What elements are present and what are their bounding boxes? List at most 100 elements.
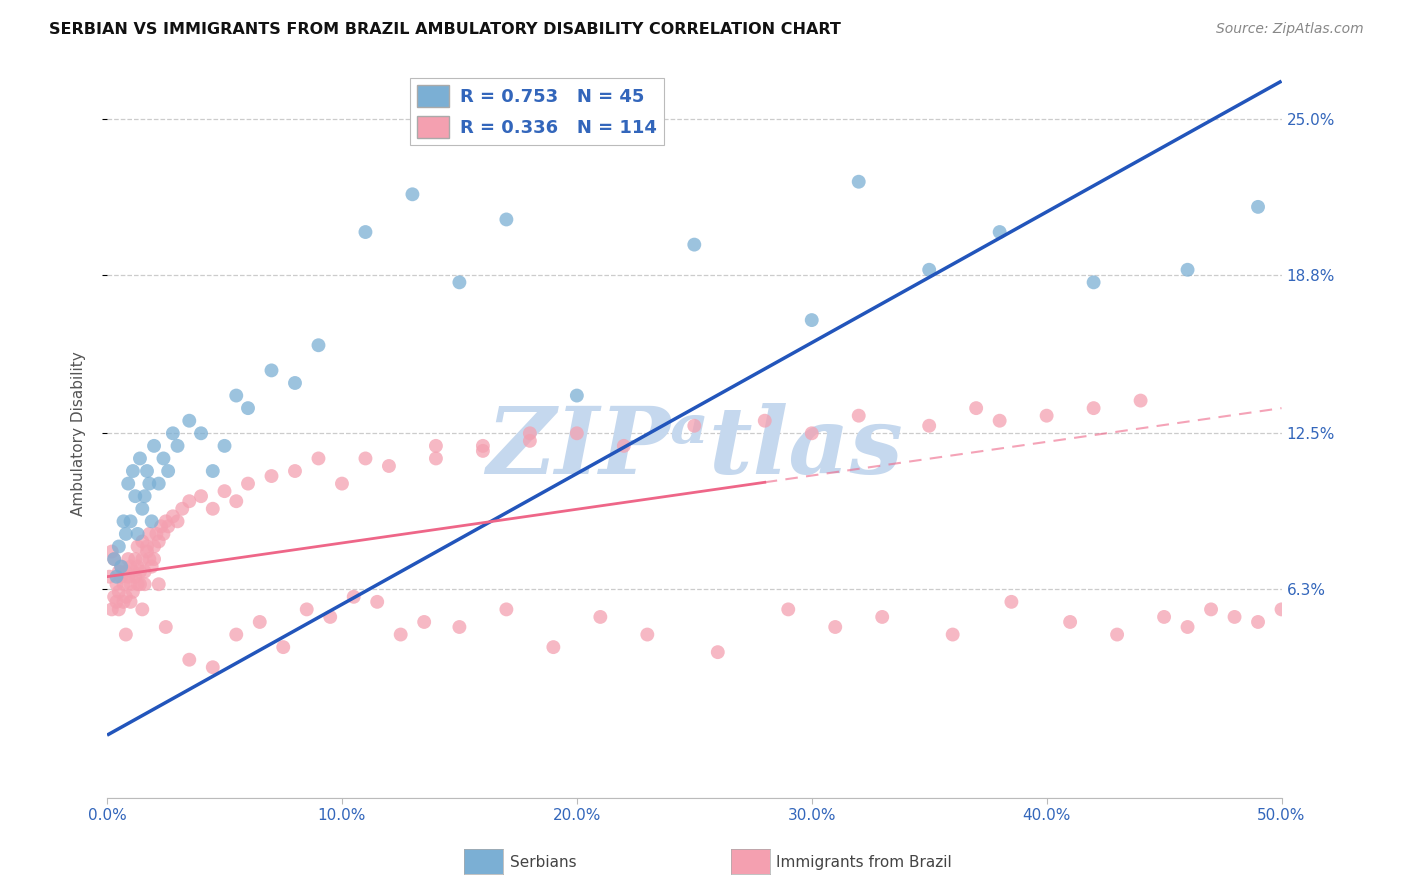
Point (260, 363, 283, 377)
Point (848, 175, 870, 189)
Point (284, 464, 307, 478)
Point (1223, 610, 1246, 624)
Point (683, 418, 706, 433)
Point (308, 338, 330, 352)
Point (683, 237, 706, 252)
Text: SERBIAN VS IMMIGRANTS FROM BRAZIL AMBULATORY DISABILITY CORRELATION CHART: SERBIAN VS IMMIGRANTS FROM BRAZIL AMBULA… (49, 22, 841, 37)
Point (145, 527, 167, 541)
Point (115, 590, 138, 604)
Point (122, 584, 145, 599)
Point (214, 484, 236, 499)
Point (166, 514, 188, 528)
Point (120, 577, 142, 591)
Point (179, 494, 201, 508)
Point (131, 602, 153, 616)
Point (162, 426, 184, 441)
Point (150, 519, 173, 533)
Point (225, 627, 247, 641)
Point (134, 565, 156, 579)
Point (148, 476, 170, 491)
Point (848, 409, 870, 423)
Point (284, 376, 307, 390)
Y-axis label: Ambulatory Disability: Ambulatory Disability (72, 351, 86, 516)
Point (1083, 276, 1105, 290)
Point (565, 388, 588, 402)
Point (127, 527, 149, 541)
Point (108, 565, 131, 579)
Point (800, 313, 823, 327)
Point (120, 514, 142, 528)
Point (1107, 627, 1129, 641)
Point (110, 570, 132, 584)
Point (172, 501, 194, 516)
Point (988, 414, 1011, 428)
Point (389, 627, 412, 641)
Point (108, 540, 131, 554)
Point (179, 653, 201, 667)
Point (1129, 393, 1152, 408)
Point (413, 615, 436, 629)
Point (108, 584, 131, 599)
Point (127, 540, 149, 554)
Point (449, 620, 471, 634)
Point (225, 388, 247, 402)
Point (1270, 602, 1292, 616)
Point (143, 439, 166, 453)
Point (166, 439, 188, 453)
Point (155, 620, 177, 634)
Point (1153, 610, 1175, 624)
Point (308, 451, 330, 466)
Point (143, 552, 166, 566)
Point (589, 610, 612, 624)
Point (1059, 615, 1081, 629)
Point (201, 464, 224, 478)
Point (1083, 401, 1105, 416)
Point (754, 414, 776, 428)
Point (124, 570, 146, 584)
Point (778, 602, 800, 616)
Point (295, 602, 318, 616)
Point (138, 476, 160, 491)
Point (366, 595, 388, 609)
Point (141, 514, 163, 528)
Point (988, 225, 1011, 239)
Legend: R = 0.753   N = 45, R = 0.336   N = 114: R = 0.753 N = 45, R = 0.336 N = 114 (409, 78, 665, 145)
Point (190, 489, 212, 503)
Point (105, 595, 128, 609)
Point (519, 434, 541, 448)
Point (131, 534, 153, 549)
Point (105, 577, 128, 591)
Point (1247, 615, 1270, 629)
Point (225, 494, 247, 508)
Point (201, 501, 224, 516)
Point (127, 577, 149, 591)
Point (100, 602, 122, 616)
Point (110, 559, 132, 574)
Point (471, 443, 494, 458)
Point (1000, 595, 1022, 609)
Point (260, 469, 283, 483)
Point (103, 590, 125, 604)
Point (157, 519, 180, 533)
Text: Immigrants from Brazil: Immigrants from Brazil (776, 855, 952, 870)
Point (98, 570, 121, 584)
Point (543, 640, 565, 654)
Point (148, 577, 170, 591)
Point (519, 426, 541, 441)
Point (918, 418, 941, 433)
Point (271, 640, 294, 654)
Point (108, 602, 131, 616)
Point (1177, 620, 1199, 634)
Point (152, 527, 174, 541)
Point (343, 590, 366, 604)
Point (870, 610, 893, 624)
Point (613, 439, 636, 453)
Point (942, 627, 965, 641)
Point (354, 225, 377, 239)
Point (143, 540, 166, 554)
Point (129, 577, 152, 591)
Point (190, 426, 212, 441)
Point (124, 489, 146, 503)
Point (117, 570, 139, 584)
Point (179, 414, 201, 428)
